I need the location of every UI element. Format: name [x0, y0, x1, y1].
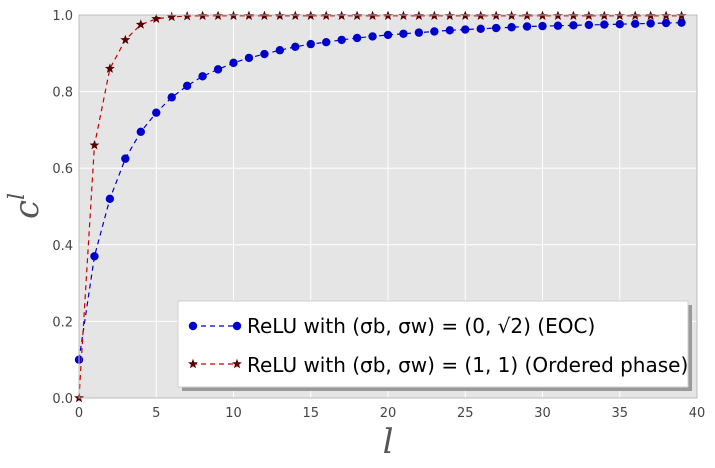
y-tick-label: 1.0 — [52, 9, 73, 24]
data-point — [661, 18, 671, 28]
x-tick-label: 15 — [302, 406, 319, 421]
data-point — [368, 32, 377, 41]
data-point — [260, 49, 269, 59]
data-point — [615, 19, 624, 29]
data-point — [352, 33, 362, 43]
y-tick-label: 0.0 — [52, 392, 73, 407]
data-point — [229, 58, 238, 68]
svg-text:cl: cl — [5, 193, 47, 219]
data-point — [104, 63, 115, 73]
data-point — [631, 19, 640, 29]
data-point — [677, 18, 686, 27]
data-point — [414, 28, 424, 37]
x-tick-label: 0 — [75, 406, 83, 421]
series-line — [78, 15, 682, 399]
data-point — [399, 29, 408, 38]
x-tick-label: 20 — [380, 406, 397, 421]
legend-marker-eoc-left — [188, 321, 198, 331]
y-axis-title-base: c — [7, 200, 47, 219]
data-point — [105, 194, 115, 204]
legend: ReLU with (σb, σw) = (0, √2) (EOC) ReLU … — [177, 300, 692, 391]
series-0 — [74, 18, 686, 364]
data-point — [383, 30, 393, 40]
x-tick-label: 30 — [534, 406, 551, 421]
x-tick-label: 35 — [611, 406, 628, 421]
legend-marker-eoc-right — [232, 321, 242, 331]
data-point — [151, 13, 162, 24]
legend-label-ordered: ReLU with (σb, σw) = (1, 1) (Ordered pha… — [247, 353, 688, 377]
y-tick-label: 0.2 — [52, 315, 73, 330]
data-point — [198, 72, 207, 81]
data-point — [213, 65, 223, 74]
y-tick-label: 0.8 — [52, 86, 73, 101]
data-point — [135, 19, 146, 29]
x-tick-label: 40 — [689, 406, 706, 421]
legend-label-eoc: ReLU with (σb, σw) = (0, √2) (EOC) — [247, 314, 595, 338]
legend-star-marker — [188, 358, 198, 369]
data-point — [646, 19, 655, 28]
data-point — [244, 53, 254, 63]
legend-star-marker — [232, 358, 242, 369]
legend-marker-ordered-left — [188, 358, 198, 369]
data-point — [120, 34, 131, 45]
data-point — [461, 25, 470, 34]
data-point — [507, 23, 516, 32]
data-point — [182, 10, 193, 21]
tick-labels: 0 5 10 15 20 25 30 35 40 0.0 0.2 0.4 0.6 0.8 1.0 — [52, 9, 705, 421]
x-tick-label: 5 — [152, 406, 160, 421]
x-tick-label: 10 — [225, 406, 242, 421]
legend-item-ordered: ReLU with (σb, σw) = (1, 1) (Ordered pha… — [188, 353, 688, 377]
data-point — [584, 20, 594, 30]
data-point — [430, 27, 439, 36]
data-point — [167, 93, 176, 102]
x-axis-title: l — [383, 422, 394, 462]
legend-marker-ordered-right — [232, 358, 242, 369]
data-point — [90, 252, 99, 261]
data-point — [322, 37, 331, 47]
data-point — [182, 81, 192, 91]
data-point — [121, 154, 130, 163]
data-point — [291, 42, 300, 51]
data-point — [166, 11, 177, 22]
data-point — [569, 21, 578, 30]
data-point — [491, 23, 501, 33]
data-point — [136, 127, 145, 137]
legend-box — [177, 300, 689, 388]
y-axis-title-superscript: l — [5, 193, 30, 200]
data-point — [337, 35, 346, 45]
data-point — [553, 21, 563, 30]
data-point — [445, 26, 454, 35]
data-point — [538, 21, 547, 31]
legend-item-eoc: ReLU with (σb, σw) = (0, √2) (EOC) — [188, 314, 595, 338]
y-tick-label: 0.4 — [52, 239, 73, 254]
data-point — [152, 108, 161, 117]
data-point — [522, 22, 532, 31]
data-point — [275, 46, 285, 55]
data-point — [306, 39, 315, 49]
y-tick-label: 0.6 — [52, 162, 73, 177]
plot-frame — [78, 14, 698, 399]
x-tick-label: 25 — [457, 406, 474, 421]
data-point — [476, 24, 485, 33]
series-line — [78, 22, 682, 360]
data-point — [89, 140, 100, 150]
y-axis-title: cl — [5, 193, 47, 219]
data-point — [600, 20, 609, 29]
